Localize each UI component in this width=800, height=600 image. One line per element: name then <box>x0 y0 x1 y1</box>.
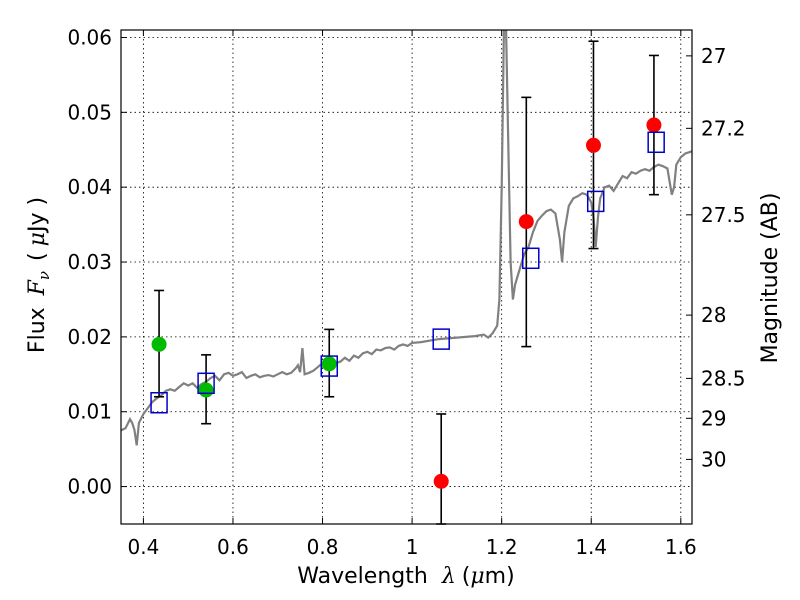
green-data-point <box>198 382 214 398</box>
model-photometry-square <box>522 247 540 270</box>
red-data-point <box>518 214 534 230</box>
y-tick-label: 0.06 <box>67 25 112 49</box>
model-spectrum-line <box>121 30 692 446</box>
x-tick-label: 1 <box>406 535 419 559</box>
x-axis-title: Wavelength λ (μm) <box>297 564 514 589</box>
y2-axis-title: Magnitude (AB) <box>758 193 783 364</box>
model-photometry-square <box>197 372 215 395</box>
model-photometry-square <box>586 190 605 213</box>
x-tick-label: 0.6 <box>217 535 249 559</box>
mag-tick-label: 28.5 <box>701 366 746 390</box>
model-photometry-square <box>432 328 450 350</box>
red-data-point <box>585 137 601 153</box>
mag-tick-label: 27.5 <box>701 203 746 227</box>
model-photometry-square <box>150 391 168 414</box>
y-tick-label: 0.05 <box>67 100 112 124</box>
x-tick-label: 1.6 <box>665 535 697 559</box>
y-tick-label: 0.01 <box>67 400 112 424</box>
y-tick-label: 0.03 <box>67 250 112 274</box>
y-tick-label: 0.02 <box>67 325 112 349</box>
mag-tick-label: 29 <box>701 406 726 430</box>
marker-layer <box>150 117 665 489</box>
y-axis-title: FluxFν(μJy ) <box>25 197 53 353</box>
y-tick-label: 0.00 <box>67 475 112 499</box>
grid-layer <box>121 30 692 524</box>
mag-tick-label: 30 <box>701 447 726 471</box>
plot-frame <box>120 29 693 525</box>
y-tick-label: 0.04 <box>67 175 112 199</box>
model-spectrum-layer <box>121 30 692 446</box>
tick-layer: 0.4 0.6 0.8 1 1.2 1.4 1.6 0.00 0.01 0.02 0.03 0.04 0… <box>67 25 745 559</box>
red-data-point <box>433 473 449 489</box>
axis-layer <box>120 29 693 525</box>
mag-tick-label: 28 <box>701 303 726 327</box>
model-photometry-square <box>647 131 665 154</box>
x-tick-label: 0.4 <box>127 535 159 559</box>
model-photometry-square <box>320 355 338 377</box>
error-bar-layer <box>154 40 659 525</box>
x-tick-label: 0.8 <box>307 535 339 559</box>
mag-tick-label: 27.2 <box>701 116 746 140</box>
red-data-point <box>646 117 662 133</box>
x-tick-label: 1.2 <box>486 535 518 559</box>
green-data-point <box>321 356 337 372</box>
x-tick-label: 1.4 <box>575 535 607 559</box>
green-data-point <box>151 336 167 352</box>
mag-tick-label: 27 <box>701 44 726 68</box>
